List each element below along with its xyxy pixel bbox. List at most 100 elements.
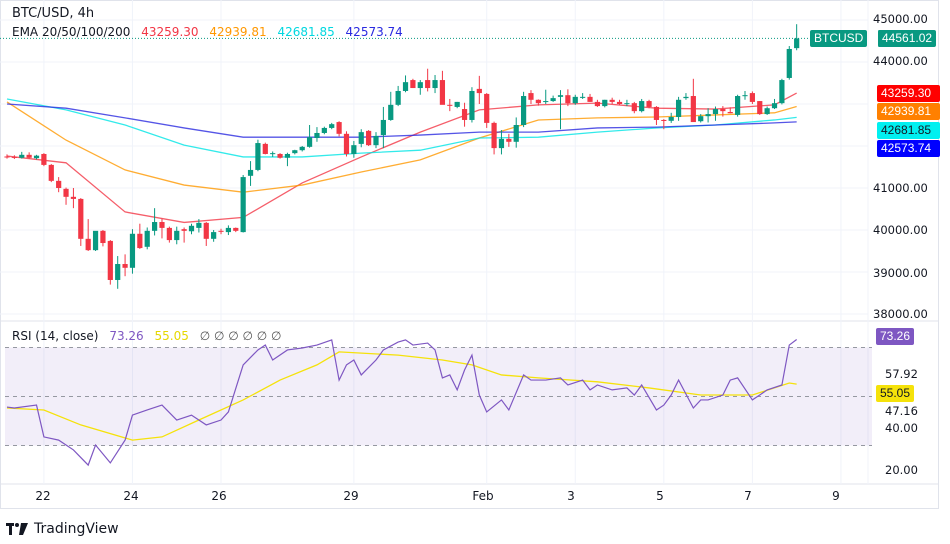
ema20-badge: 43259.30 bbox=[877, 85, 940, 102]
candle-body bbox=[661, 119, 667, 121]
candle-body bbox=[11, 156, 17, 158]
candle-body bbox=[402, 82, 409, 91]
candle-body bbox=[668, 117, 674, 121]
candle-body bbox=[491, 122, 497, 149]
candle-body bbox=[48, 164, 54, 181]
ema50-value: 42939.81 bbox=[209, 25, 267, 39]
chart-frame bbox=[0, 0, 939, 509]
candle-body bbox=[771, 103, 778, 109]
candle-body bbox=[26, 154, 32, 158]
candle-body bbox=[469, 90, 475, 120]
candle-body bbox=[616, 101, 623, 104]
candle-body bbox=[439, 80, 446, 105]
candle-body bbox=[646, 101, 652, 107]
ema-legend-label: EMA 20/50/100/200 bbox=[12, 25, 131, 39]
rsi-tick: 47.16 bbox=[885, 404, 918, 418]
candle-body bbox=[166, 227, 172, 241]
rsi-signal-line bbox=[6, 351, 797, 441]
candle-body bbox=[683, 96, 689, 99]
candle-body bbox=[321, 127, 327, 133]
time-tick: 24 bbox=[123, 489, 139, 503]
candle-body bbox=[137, 233, 143, 249]
candle-body bbox=[336, 122, 342, 134]
rsi-extra-values: ∅ ∅ ∅ ∅ ∅ ∅ bbox=[199, 329, 282, 343]
rsi-tick: 40.00 bbox=[885, 421, 918, 435]
candle-body bbox=[78, 198, 84, 239]
candle-body bbox=[196, 222, 202, 228]
candle-body bbox=[247, 169, 254, 176]
candle-body bbox=[188, 225, 195, 232]
candle-body bbox=[594, 101, 600, 107]
candle-body bbox=[218, 230, 224, 232]
time-tick: 5 bbox=[656, 489, 664, 503]
candle-body bbox=[152, 222, 158, 231]
candle-body bbox=[115, 264, 121, 280]
rsi-legend: RSI (14, close) 73.26 55.05 ∅ ∅ ∅ ∅ ∅ ∅ bbox=[12, 329, 288, 343]
candle-body bbox=[277, 153, 283, 158]
candle-body bbox=[366, 130, 372, 146]
candle-body bbox=[417, 82, 423, 89]
candle-body bbox=[358, 132, 364, 144]
candle-body bbox=[100, 230, 106, 244]
candle-body bbox=[107, 240, 113, 280]
candle-body bbox=[432, 80, 438, 89]
price-tick: 45000.00 bbox=[873, 12, 928, 26]
candle-body bbox=[609, 99, 615, 102]
candle-body bbox=[92, 230, 99, 251]
candle-body bbox=[70, 196, 77, 199]
candle-body bbox=[351, 145, 357, 154]
candle-body bbox=[33, 155, 40, 159]
candle-body bbox=[159, 222, 165, 228]
time-tick: 3 bbox=[567, 489, 575, 503]
ema-line bbox=[6, 103, 797, 138]
candle-body bbox=[675, 99, 682, 118]
ema100-value: 42681.85 bbox=[277, 25, 335, 39]
candle-body bbox=[624, 103, 630, 105]
candle-body bbox=[543, 101, 549, 103]
candle-body bbox=[4, 156, 10, 158]
price-tick: 41000.00 bbox=[873, 181, 928, 195]
candle-body bbox=[639, 101, 645, 112]
candle-body bbox=[447, 104, 453, 106]
symbol-badge: BTCUSD bbox=[810, 30, 868, 47]
candle-body bbox=[395, 90, 401, 105]
candle-body bbox=[476, 88, 482, 94]
candle-body bbox=[727, 111, 733, 114]
rsi-tick: 20.00 bbox=[885, 463, 918, 477]
candle-body bbox=[506, 138, 512, 142]
price-tick: 44000.00 bbox=[873, 54, 928, 68]
candle-body bbox=[425, 80, 431, 89]
candle-body bbox=[550, 98, 556, 102]
candle-body bbox=[705, 114, 711, 117]
tradingview-logo[interactable]: TradingView bbox=[6, 521, 119, 537]
ema200-badge: 42573.74 bbox=[877, 140, 940, 157]
price-tick: 40000.00 bbox=[873, 223, 928, 237]
ema200-value: 42573.74 bbox=[345, 25, 403, 39]
candle-body bbox=[712, 109, 719, 115]
time-tick: Feb bbox=[472, 489, 494, 503]
candle-body bbox=[343, 133, 350, 154]
rsi-tick: 57.92 bbox=[885, 367, 918, 381]
candle-body bbox=[557, 95, 564, 97]
rsi-badge: 73.26 bbox=[876, 328, 915, 345]
candle-body bbox=[410, 80, 416, 89]
time-tick: 7 bbox=[744, 489, 752, 503]
candle-body bbox=[122, 264, 128, 268]
candle-body bbox=[454, 101, 460, 107]
candle-body bbox=[299, 146, 305, 151]
candle-body bbox=[690, 96, 696, 123]
candle-body bbox=[602, 99, 608, 107]
symbol-title: BTC/USD, 4h bbox=[12, 6, 95, 21]
rsi-signal-value: 55.05 bbox=[154, 329, 189, 343]
candle-body bbox=[587, 96, 593, 102]
candle-body bbox=[85, 238, 91, 251]
candle-body bbox=[653, 106, 660, 120]
time-tick: 22 bbox=[35, 489, 51, 503]
candle-body bbox=[786, 48, 792, 78]
brand-name: TradingView bbox=[34, 521, 119, 537]
last-price-badge: 44561.02 bbox=[877, 30, 937, 47]
price-tick: 39000.00 bbox=[873, 266, 928, 280]
candle-body bbox=[284, 153, 291, 158]
candle-body bbox=[181, 229, 187, 231]
